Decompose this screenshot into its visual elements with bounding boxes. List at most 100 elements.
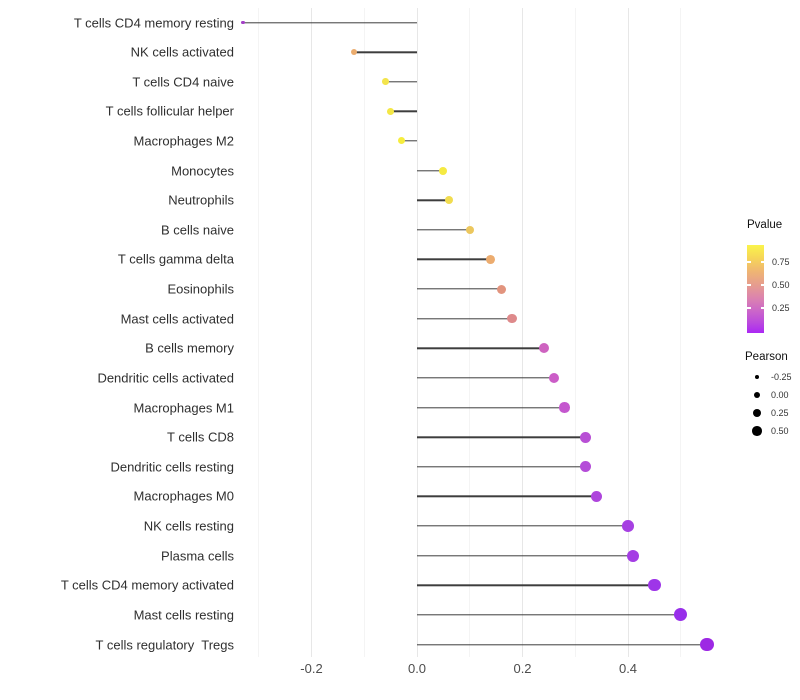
lollipop-stem bbox=[353, 51, 417, 53]
colorbar-tick-mark bbox=[747, 284, 751, 286]
gridline-minor bbox=[680, 8, 682, 657]
colorbar-tick-mark bbox=[747, 307, 751, 309]
lollipop-stem bbox=[417, 288, 502, 290]
color-legend-title: Pvalue bbox=[747, 219, 783, 231]
lollipop-stem bbox=[417, 347, 544, 350]
x-tick-label: 0.0 bbox=[407, 661, 427, 676]
lollipop-dot bbox=[382, 78, 389, 86]
lollipop-dot bbox=[700, 637, 714, 652]
lollipop-stem bbox=[417, 229, 470, 231]
gridline-minor bbox=[363, 8, 365, 657]
gridline-major bbox=[416, 8, 418, 657]
lollipop-stem bbox=[401, 140, 417, 142]
lollipop-dot bbox=[444, 196, 453, 205]
lollipop-stem bbox=[417, 258, 491, 261]
lollipop-dot bbox=[439, 166, 448, 175]
colorbar-tick-mark bbox=[760, 307, 764, 309]
gridline-minor bbox=[469, 8, 471, 657]
lollipop-dot bbox=[387, 107, 394, 115]
lollipop-stem bbox=[417, 495, 597, 498]
category-label: B cells memory bbox=[145, 340, 234, 356]
category-label: Macrophages M0 bbox=[133, 488, 234, 504]
category-label: Dendritic cells resting bbox=[110, 459, 234, 475]
lollipop-stem bbox=[417, 377, 555, 379]
category-label: Mast cells resting bbox=[133, 607, 234, 623]
lollipop-dot bbox=[580, 431, 592, 443]
gridline-major bbox=[522, 8, 523, 657]
lollipop-dot bbox=[397, 137, 405, 145]
category-label: Eosinophils bbox=[167, 281, 235, 297]
size-legend-label: 0.50 bbox=[771, 426, 789, 436]
lollipop-stem bbox=[385, 81, 417, 83]
category-label: Dendritic cells activated bbox=[97, 370, 234, 386]
lollipop-dot bbox=[350, 49, 357, 56]
lollipop-stem bbox=[417, 525, 628, 527]
category-label: B cells naive bbox=[161, 222, 234, 238]
colorbar-tick-mark bbox=[760, 261, 764, 263]
lollipop-stem bbox=[417, 436, 586, 438]
lollipop-stem bbox=[390, 110, 417, 113]
x-tick-label: 0.4 bbox=[618, 661, 638, 676]
x-tick-label: 0.2 bbox=[513, 661, 532, 676]
lollipop-stem bbox=[417, 169, 444, 172]
lollipop-dot bbox=[507, 314, 517, 324]
category-label: T cells CD4 memory resting bbox=[73, 15, 234, 30]
size-legend-label: 0.00 bbox=[771, 390, 789, 400]
category-label: NK cells resting bbox=[143, 518, 234, 534]
gridline-major bbox=[627, 8, 629, 657]
category-label: T cells CD8 bbox=[167, 429, 234, 445]
size-legend-dot bbox=[753, 391, 761, 399]
lollipop-dot bbox=[590, 490, 602, 502]
colorbar-tick-label: 0.75 bbox=[772, 257, 790, 267]
lollipop-stem bbox=[417, 317, 512, 320]
lollipop-stem bbox=[417, 554, 634, 557]
colorbar-tick-mark bbox=[760, 284, 764, 286]
lollipop-dot bbox=[559, 402, 570, 413]
size-legend-label: 0.25 bbox=[771, 408, 789, 418]
category-label: NK cells activated bbox=[130, 44, 234, 60]
colorbar-tick-label: 0.50 bbox=[772, 280, 790, 290]
lollipop-dot bbox=[538, 343, 549, 354]
lollipop-stem bbox=[417, 643, 708, 646]
gridline-minor bbox=[574, 8, 576, 657]
category-label: T cells follicular helper bbox=[105, 103, 234, 119]
gridline-major bbox=[311, 8, 312, 657]
lollipop-dot bbox=[241, 20, 245, 25]
lollipop-stem bbox=[242, 21, 417, 24]
category-label: Macrophages M2 bbox=[133, 133, 234, 149]
lollipop-dot bbox=[627, 549, 640, 562]
size-legend-dot bbox=[752, 426, 762, 436]
lollipop-dot bbox=[549, 372, 560, 384]
size-legend-label: -0.25 bbox=[771, 372, 792, 382]
lollipop-dot bbox=[674, 608, 688, 622]
category-label: T cells gamma delta bbox=[117, 251, 234, 267]
lollipop-dot bbox=[496, 284, 506, 294]
category-label: Plasma cells bbox=[161, 548, 234, 564]
size-legend-dot bbox=[753, 409, 761, 417]
lollipop-dot bbox=[648, 579, 661, 592]
x-tick-label: -0.2 bbox=[300, 661, 323, 676]
lollipop-dot bbox=[465, 225, 474, 235]
lollipop-dot bbox=[486, 255, 496, 264]
lollipop-dot bbox=[580, 461, 592, 473]
category-label: T cells CD4 naive bbox=[132, 74, 234, 90]
lollipop-stem bbox=[417, 614, 681, 616]
category-label: T cells regulatory Tregs bbox=[95, 637, 234, 653]
category-label: Neutrophils bbox=[168, 192, 234, 208]
colorbar-tick-mark bbox=[747, 261, 751, 263]
lollipop-dot bbox=[622, 520, 634, 532]
pvalue-colorbar bbox=[747, 245, 764, 333]
gridline-minor bbox=[258, 8, 260, 657]
colorbar-tick-label: 0.25 bbox=[772, 303, 790, 313]
size-legend-dot bbox=[754, 374, 760, 380]
category-label: Monocytes bbox=[171, 163, 234, 179]
size-legend-title: Pearson bbox=[745, 351, 788, 363]
lollipop-stem bbox=[417, 199, 449, 201]
lollipop-stem bbox=[417, 584, 655, 586]
category-label: Mast cells activated bbox=[120, 311, 234, 327]
lollipop-stem bbox=[417, 466, 586, 468]
category-label: T cells CD4 memory activated bbox=[60, 577, 234, 593]
category-label: Macrophages M1 bbox=[133, 400, 234, 416]
lollipop-stem bbox=[417, 406, 565, 409]
